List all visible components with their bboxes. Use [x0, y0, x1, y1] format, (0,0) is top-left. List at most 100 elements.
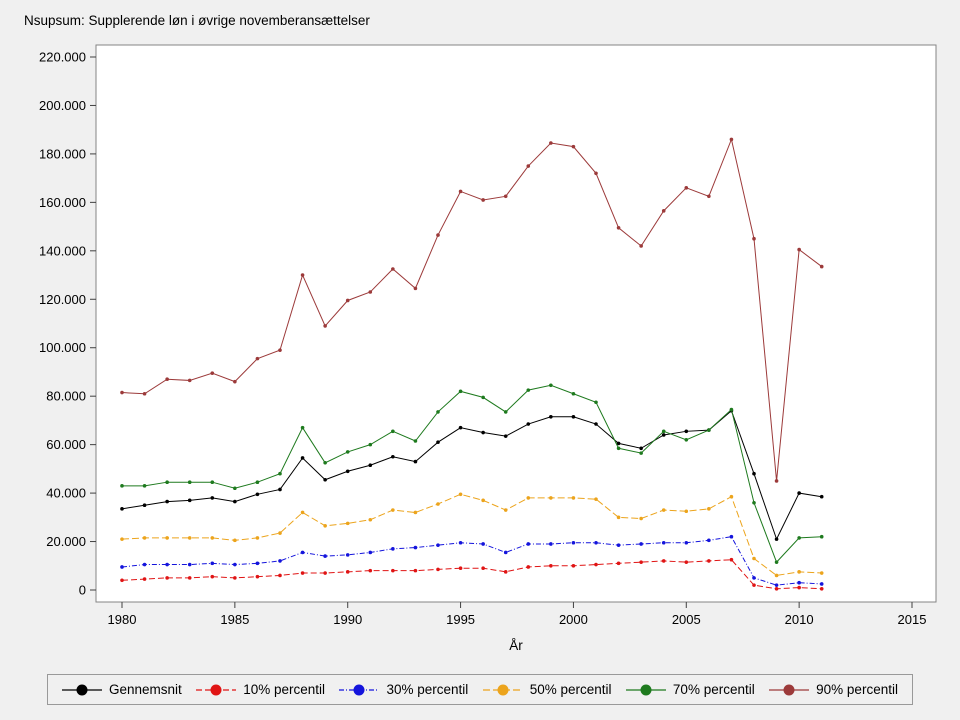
legend: Gennemsnit 10% percentil 30% percentil 50% …	[47, 674, 913, 705]
series-marker	[368, 568, 373, 573]
series-marker	[526, 542, 531, 546]
series-marker	[684, 540, 689, 545]
y-tick-label: 140.000	[39, 243, 86, 258]
x-tick-label: 2010	[785, 612, 814, 627]
series-marker	[503, 550, 508, 555]
series-marker	[278, 487, 282, 492]
series-marker	[752, 583, 756, 587]
series-marker	[278, 471, 282, 476]
x-tick-label: 1980	[108, 612, 137, 627]
plot-frame	[95, 44, 937, 603]
series-marker	[571, 144, 576, 149]
series-marker	[210, 536, 215, 540]
series-marker	[594, 400, 598, 405]
series-marker	[549, 563, 553, 568]
x-axis-title: År	[509, 638, 523, 653]
series-marker	[187, 498, 192, 503]
series-marker	[616, 543, 621, 547]
series-marker	[729, 557, 734, 562]
series-marker	[549, 496, 553, 500]
y-tick-label: 160.000	[39, 195, 86, 210]
series-marker	[571, 414, 576, 419]
x-tick-label: 1995	[446, 612, 475, 627]
series-marker	[774, 573, 779, 578]
series-line	[121, 536, 822, 586]
series-marker	[323, 477, 327, 482]
x-tick-label: 2015	[898, 612, 927, 627]
series-marker	[255, 480, 260, 484]
series-marker	[526, 164, 531, 168]
series-marker	[549, 542, 553, 546]
series-marker	[819, 571, 824, 575]
series-marker	[503, 570, 508, 574]
series-marker	[436, 410, 440, 414]
series-marker	[684, 560, 689, 564]
series-line	[121, 137, 823, 482]
series-marker	[255, 356, 260, 361]
series-marker	[526, 388, 531, 392]
series-marker	[142, 562, 147, 567]
series-marker	[368, 463, 373, 468]
series-marker	[187, 576, 192, 580]
series-marker	[797, 585, 801, 590]
series-marker	[323, 324, 327, 328]
series-marker	[142, 577, 147, 581]
series-marker	[752, 471, 756, 476]
series-marker	[684, 186, 689, 190]
series-marker	[165, 576, 169, 580]
series-marker	[549, 383, 553, 388]
series-marker	[233, 499, 237, 504]
series-marker	[368, 517, 373, 522]
series-marker	[391, 429, 395, 434]
series-marker	[255, 561, 260, 566]
series-marker	[391, 547, 395, 551]
series-marker	[233, 576, 237, 580]
series-marker	[323, 461, 327, 465]
series-marker	[210, 371, 215, 375]
series-marker	[684, 429, 689, 434]
series-marker	[165, 536, 169, 540]
series-marker	[165, 377, 169, 382]
legend-item: 30% percentil	[339, 682, 468, 697]
series-line	[121, 409, 822, 541]
series-marker	[639, 451, 643, 455]
series-marker	[639, 446, 643, 451]
series-marker	[774, 560, 779, 564]
series-marker	[797, 570, 801, 574]
series-marker	[165, 562, 169, 567]
legend-label: 70% percentil	[672, 682, 755, 697]
series-marker	[300, 571, 305, 575]
series-marker	[165, 480, 169, 484]
series-marker	[413, 439, 418, 443]
x-tick-label: 2005	[672, 612, 701, 627]
series-marker	[233, 562, 237, 567]
legend-label: 90% percentil	[816, 682, 898, 697]
series-marker	[661, 433, 666, 437]
series-marker	[752, 556, 756, 561]
series-marker	[368, 290, 373, 294]
series-marker	[187, 536, 192, 540]
series-marker	[549, 141, 553, 145]
series-marker	[210, 574, 215, 579]
series-marker	[187, 562, 192, 567]
series-marker	[616, 561, 621, 566]
series-marker	[120, 484, 124, 488]
series-marker	[210, 561, 215, 566]
series-marker	[436, 233, 440, 237]
series-marker	[503, 410, 508, 414]
legend-item: 70% percentil	[625, 682, 755, 697]
series-marker	[707, 428, 711, 432]
series-marker	[594, 540, 598, 545]
legend-marker-icon	[196, 684, 237, 695]
series-marker	[391, 568, 395, 573]
series-marker	[255, 574, 260, 579]
series-marker	[368, 550, 373, 555]
series-marker	[594, 497, 598, 501]
series-marker	[120, 565, 124, 569]
x-tick-label: 2000	[559, 612, 588, 627]
series-marker	[278, 559, 282, 563]
series-marker	[278, 348, 282, 352]
legend-label: Gennemsnit	[109, 682, 182, 697]
series-marker	[233, 538, 237, 543]
series-marker	[639, 542, 643, 546]
